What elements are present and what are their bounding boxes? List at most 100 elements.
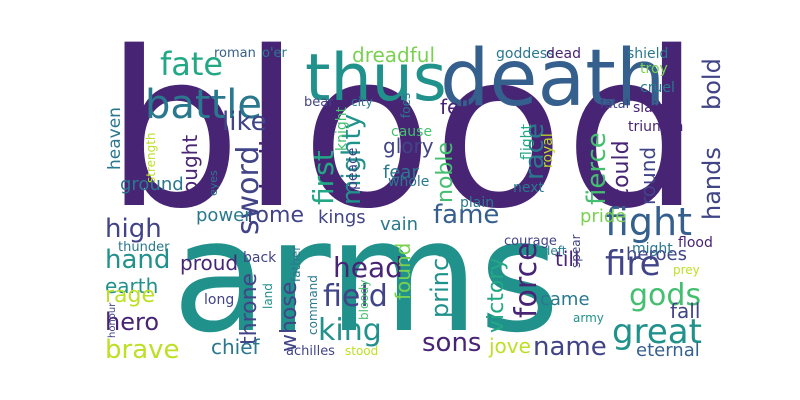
word-goddess: goddess [496, 46, 554, 62]
word-prey: prey [673, 263, 700, 277]
word-round: round [636, 147, 660, 205]
word-mighty: mighty [337, 114, 367, 205]
word-achilles: achilles [286, 344, 335, 359]
word-fought: fought [178, 135, 202, 200]
word-father: father [289, 246, 303, 282]
word-shield: shield [627, 46, 668, 62]
word-high: high [105, 214, 162, 244]
word-kings: kings [318, 207, 366, 228]
word-could: could [609, 140, 634, 200]
word-next: next [513, 180, 545, 196]
word-fight: fight [605, 200, 692, 244]
word-land: land [261, 283, 275, 309]
word-fierce: fierce [582, 132, 612, 205]
word-came: came [540, 289, 590, 310]
word-field: field [323, 279, 388, 314]
word-vain: vain [380, 214, 418, 235]
word-fire: fire [605, 244, 661, 284]
word-battle: battle [145, 82, 262, 128]
word-left: left [547, 244, 567, 258]
word-flight: flight [519, 124, 535, 160]
word-o-er: o'er [262, 46, 288, 61]
word-peace: peace [345, 148, 361, 190]
word-triumph: triumph [628, 119, 683, 135]
word-foes: foes [399, 93, 413, 118]
word-eternal: eternal [636, 340, 700, 361]
word-might: might [632, 241, 673, 257]
word-fear: fear [383, 162, 419, 183]
word-name: name [533, 332, 607, 362]
word-bear: bear [304, 95, 334, 110]
word-rage: rage [105, 283, 155, 308]
word-long: long [204, 292, 234, 308]
word-back: back [243, 250, 277, 266]
word-courage: courage [504, 234, 557, 249]
word-stood: stood [345, 344, 378, 358]
word-noble: noble [433, 142, 458, 203]
word-chief: chief [211, 335, 261, 359]
word-bold: bold [698, 58, 726, 110]
word-royal: royal [540, 133, 556, 168]
word-force: force [509, 242, 544, 318]
word-troy: troy [640, 61, 668, 77]
word-fate: fate [160, 45, 223, 83]
word-gods: gods [629, 278, 701, 313]
word-heaven: heaven [105, 107, 125, 170]
word-glory: glory [383, 134, 434, 158]
word-hand: hand [105, 245, 170, 275]
word-fatal: fatal [600, 97, 629, 112]
word-knight: knight [334, 106, 350, 151]
word-strength: strength [144, 132, 158, 183]
word-till: till [555, 247, 580, 271]
word-bloody: bloody [357, 280, 371, 320]
word-brave: brave [105, 335, 180, 365]
word-great: great [612, 312, 702, 352]
word-slain: slain [633, 100, 666, 116]
word-pride: pride [580, 206, 626, 227]
word-first: first [307, 150, 340, 205]
word-dreadful: dreadful [352, 43, 435, 67]
word-hell: hell [254, 139, 287, 190]
word-king: king [318, 313, 382, 348]
word-prince: prince [426, 243, 454, 318]
word-race: race [520, 123, 550, 180]
word-city: city [351, 95, 373, 109]
word-death: death [440, 34, 665, 124]
word-hands: hands [698, 147, 726, 220]
word-fame: fame [433, 200, 499, 230]
word-thus: thus [305, 41, 447, 116]
word-cause: cause [391, 124, 432, 140]
word-throne: throne [237, 273, 262, 345]
word-found: found [391, 243, 415, 300]
word-command: command [306, 275, 320, 335]
word-whole: whole [388, 174, 429, 190]
word-army: army [573, 311, 604, 325]
word-cruel: cruel [640, 80, 675, 96]
word-arms: arms [172, 186, 560, 367]
word-ground: ground [120, 174, 184, 195]
word-sons: sons [422, 328, 481, 358]
word-proud: proud [180, 251, 238, 275]
word-roman: roman [214, 46, 256, 61]
word-sword: sword [231, 146, 266, 235]
word-dead: dead [546, 46, 581, 62]
word-fall: fall [670, 299, 700, 323]
word-fell: fell [440, 95, 470, 119]
word-earth: earth [105, 274, 158, 298]
word-plain: plain [460, 195, 494, 211]
word-jove: jove [488, 334, 531, 358]
word-rome: rome [247, 203, 304, 228]
word-like: like [222, 107, 267, 137]
word-heroes: heroes [626, 244, 687, 265]
word-power: power [196, 205, 252, 226]
word-thunder: thunder [118, 240, 170, 255]
word-blood: blood [105, 5, 701, 256]
word-flood: flood [678, 235, 713, 251]
word-whose: whose [277, 282, 302, 352]
word-hero: hero [105, 308, 159, 336]
word-head: head [333, 251, 403, 284]
word-spear: spear [569, 234, 583, 268]
